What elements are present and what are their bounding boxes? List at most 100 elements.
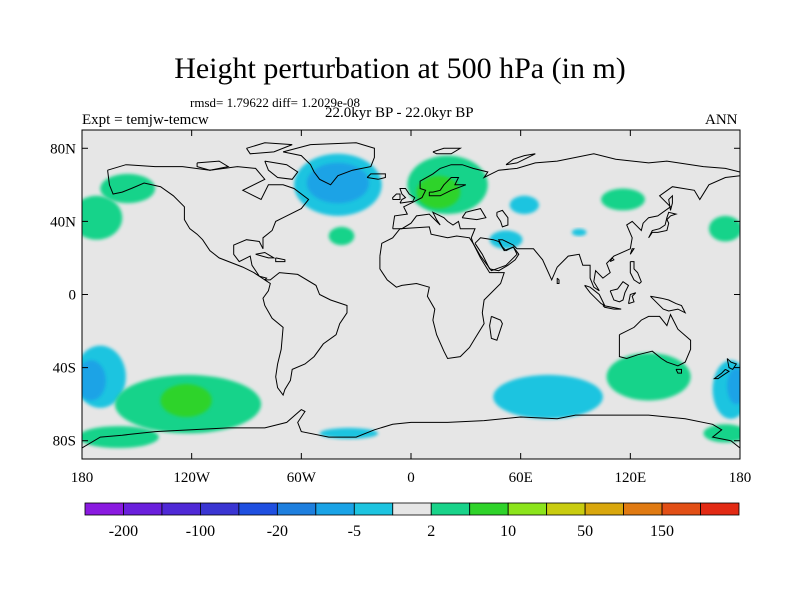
colorbar-swatch <box>430 502 471 516</box>
colorbar-label: -5 <box>348 523 361 540</box>
anomaly-s-indian-negative <box>493 374 603 419</box>
colorbar-swatch <box>623 502 663 516</box>
coastline-caspian <box>496 209 509 228</box>
coastline-uk <box>399 188 416 204</box>
lat-tick-label: 40N <box>50 214 76 230</box>
anomaly-mid-atlantic-positive <box>328 226 355 246</box>
colorbar-label: -20 <box>267 523 288 540</box>
colorbar-label: 50 <box>577 523 593 540</box>
anomaly-mideast-negative <box>489 230 523 249</box>
anomaly-e-siberia-positive <box>601 188 645 211</box>
anomaly-nw-pacific-positive <box>708 215 740 242</box>
coastline-australia <box>618 313 692 367</box>
anomaly-se-pacific-positive-core <box>160 384 212 417</box>
lon-tick-label: 180 <box>71 470 94 486</box>
coastline-taiwan <box>629 248 635 255</box>
lon-tick-label: 180 <box>729 470 752 486</box>
anomaly-layer <box>82 153 740 449</box>
colorbar-swatch <box>507 502 548 516</box>
anomaly-alaska-positive <box>100 173 156 204</box>
coastline-ireland <box>392 193 401 200</box>
colorbar-label: 2 <box>427 523 435 540</box>
lon-tick-label: 60E <box>509 470 533 486</box>
colorbar-swatch <box>315 502 355 516</box>
colorbar-swatch <box>161 502 201 516</box>
colorbar: -200 -100 -20 -5 2 10 50 150 <box>84 502 740 540</box>
lon-tick-label: 120W <box>173 470 211 486</box>
colorbar-swatch <box>700 502 740 516</box>
colorbar-label: -100 <box>186 523 215 540</box>
anomaly-w-siberia-negative <box>509 195 539 215</box>
colorbar-swatch <box>661 502 701 516</box>
coastline-tasmania <box>675 368 682 374</box>
coastline-africa <box>379 226 505 360</box>
lon-tick-label: 120E <box>614 470 646 486</box>
colorbar-swatch <box>84 502 124 516</box>
chart-title: Height perturbation at 500 hPa (in m) <box>174 52 626 85</box>
coastline-new-guinea <box>650 295 687 314</box>
lat-tick-label: 40S <box>53 361 76 377</box>
stats-text: rmsd= 1.79622 diff= 1.2029e-08 <box>190 95 361 110</box>
coastline-victoria <box>196 160 230 171</box>
colorbar-swatch <box>546 502 586 516</box>
anomaly-n-atlantic-negative-core <box>306 162 369 204</box>
colorbar-swatch <box>200 502 240 516</box>
axis-ticks: 80N 40N 0 40S 80S 180 120W 60W 0 60E 120E 180 <box>50 130 751 486</box>
coastline-scandinavia-baltic <box>428 177 466 197</box>
coastline-borneo <box>609 281 630 303</box>
coastline-black-caspian <box>461 208 487 221</box>
coastline-greenland <box>282 142 375 186</box>
colorbar-swatch <box>392 502 432 516</box>
coastline-hainan <box>609 257 615 263</box>
anomaly-tibet-negative <box>571 228 587 237</box>
anomaly-ne-pacific-positive <box>82 195 123 240</box>
lon-tick-label: 60W <box>287 470 317 486</box>
coastline-north-america <box>107 164 310 281</box>
lat-tick-label: 80S <box>53 434 76 450</box>
coastline-sri-lanka <box>556 277 560 284</box>
coastline-nz-south <box>712 368 730 380</box>
anomaly-weddell-negative <box>319 427 379 439</box>
coastline-iceland <box>366 173 386 180</box>
coastline-sulawesi <box>628 292 637 305</box>
coastline-philippines <box>629 261 642 285</box>
anomaly-australia-positive <box>606 352 691 401</box>
coastline-south-america <box>262 272 348 397</box>
coastline-nz-north <box>726 358 738 371</box>
lat-tick-label: 80N <box>50 141 76 157</box>
season-label: ANN <box>705 112 738 128</box>
anomaly-s-pacific-negative-core <box>82 360 106 401</box>
anomaly-n-europe-positive-core <box>416 175 461 209</box>
coastline-sumatra <box>584 284 606 307</box>
period-text: 22.0kyr BP - 22.0kyr BP <box>325 105 474 121</box>
colorbar-label: 150 <box>650 523 674 540</box>
anomaly-sw-pacific-negative-core <box>727 367 740 405</box>
coastline-madagascar <box>489 315 503 341</box>
experiment-label: Expt = temjw-temcw <box>82 112 209 128</box>
coastline-baffin <box>264 160 299 180</box>
coastline-japan <box>648 211 678 239</box>
coastline-hispaniola <box>275 257 286 263</box>
colorbar-swatch <box>469 502 509 516</box>
coastline-novaya-zemlya <box>505 153 536 166</box>
lon-tick-label: 0 <box>407 470 415 486</box>
colorbar-swatch <box>584 502 624 516</box>
lat-tick-label: 0 <box>69 288 77 304</box>
colorbar-swatch <box>238 502 278 516</box>
colorbar-label: -200 <box>109 523 138 540</box>
anomaly-ross-positive <box>703 424 740 443</box>
colorbar-swatch <box>353 502 394 516</box>
coastline-svalbard <box>432 147 463 155</box>
coastlines <box>82 142 740 449</box>
coastline-eurasia <box>392 153 740 292</box>
colorbar-swatch <box>123 502 163 516</box>
anomaly-antarctic-lowlat-positive <box>82 426 159 449</box>
colorbar-swatch <box>276 502 317 516</box>
coastline-ellesmere <box>246 142 293 155</box>
coastline-sakhalin <box>668 194 673 211</box>
coastline-antarctica <box>82 408 740 449</box>
coastline-arabia <box>474 237 520 272</box>
coastline-java <box>602 305 622 310</box>
colorbar-label: 10 <box>500 523 516 540</box>
